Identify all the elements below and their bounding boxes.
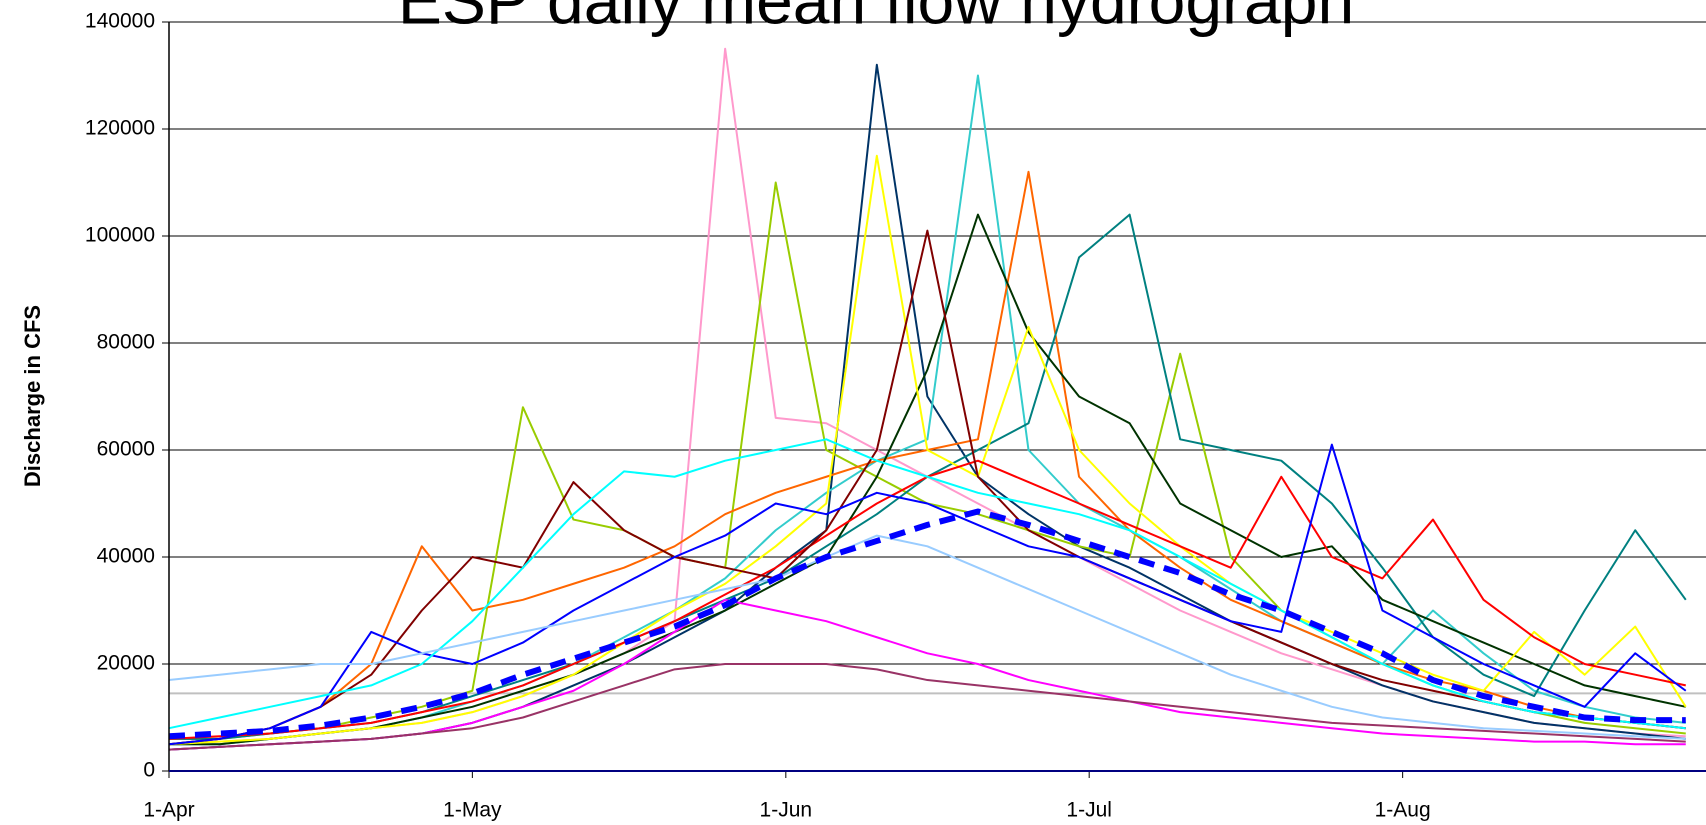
y-tick-label: 80000 <box>97 331 155 354</box>
series-line <box>168 63 1686 751</box>
y-tick-label: 40000 <box>97 545 155 568</box>
y-tick-label: 120000 <box>85 117 155 140</box>
y-tick-label: 60000 <box>97 438 155 461</box>
series-line <box>168 154 1687 746</box>
series-line <box>168 229 1686 746</box>
x-tick-label: 1-Aug <box>1375 799 1431 822</box>
y-tick-label: 20000 <box>97 652 155 675</box>
y-axis-label: Discharge in CFS <box>20 305 45 487</box>
series-line <box>168 534 1686 740</box>
y-tick-label: 140000 <box>85 10 155 33</box>
series-line <box>168 663 1686 751</box>
x-tick-label: 1-Jun <box>760 799 813 822</box>
series-line <box>168 443 1687 746</box>
series-line <box>168 438 1686 730</box>
x-tick-label: 1-Apr <box>143 799 194 822</box>
y-tick-label: 0 <box>143 759 155 782</box>
x-tick-label: 1-May <box>443 799 502 822</box>
series-line <box>169 213 1686 746</box>
y-tick-label: 100000 <box>85 224 155 247</box>
chart-title: ESP daily mean flow hydrograph <box>398 0 1354 37</box>
series-line <box>168 508 1686 740</box>
x-tick-label: 1-Jul <box>1066 799 1112 822</box>
